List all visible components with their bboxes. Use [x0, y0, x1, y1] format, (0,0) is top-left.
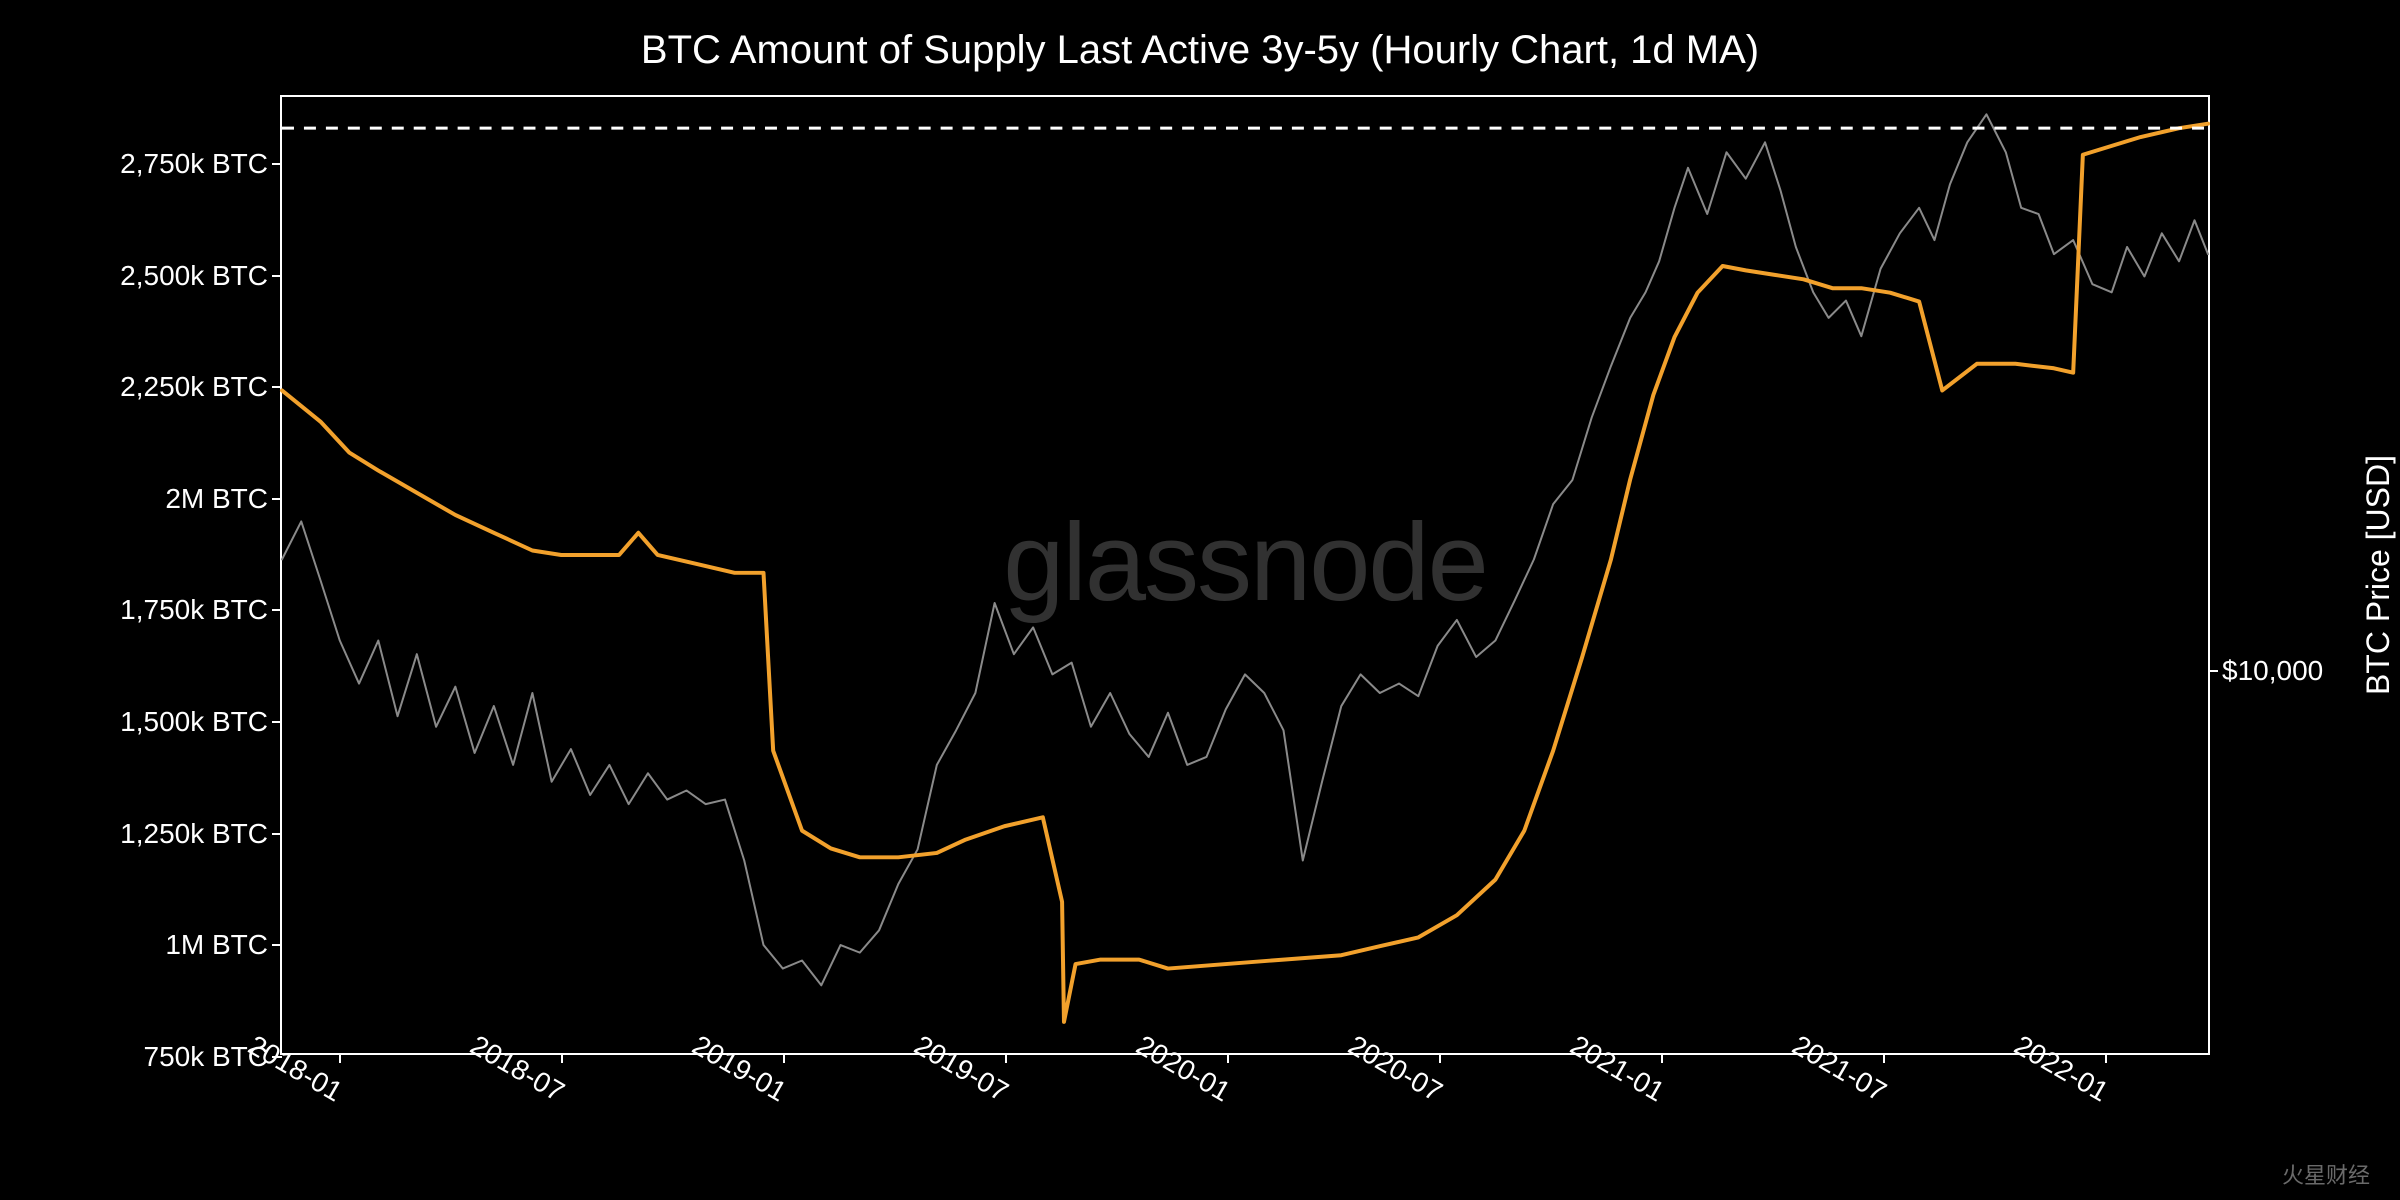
y-left-tick-mark [272, 386, 282, 388]
chart-title: BTC Amount of Supply Last Active 3y-5y (… [641, 28, 1759, 73]
y-left-tick-label: 1,750k BTC [120, 594, 282, 626]
y-left-tick-mark [272, 944, 282, 946]
attribution: 火星财经 [2282, 1158, 2370, 1190]
y-left-tick-label: 2M BTC [165, 483, 282, 515]
x-tick-mark [339, 1053, 341, 1063]
x-tick-mark [2105, 1053, 2107, 1063]
y-left-tick-mark [272, 833, 282, 835]
x-tick-mark [1883, 1053, 1885, 1063]
x-tick-mark [561, 1053, 563, 1063]
x-tick-mark [1005, 1053, 1007, 1063]
plot-area: glassnode 750k BTC1M BTC1,250k BTC1,500k… [280, 95, 2210, 1055]
y-left-tick-mark [272, 163, 282, 165]
y-left-tick-label: 2,250k BTC [120, 371, 282, 403]
x-tick-mark [783, 1053, 785, 1063]
y-left-tick-label: 2,500k BTC [120, 260, 282, 292]
y-left-tick-label: 2,750k BTC [120, 148, 282, 180]
y-left-tick-mark [272, 498, 282, 500]
y-axis-right-label: BTC Price [USD] [2360, 455, 2397, 695]
series-btc_price [282, 114, 2208, 985]
y-left-tick-mark [272, 721, 282, 723]
x-tick-mark [1439, 1053, 1441, 1063]
y-right-tick-mark [2208, 670, 2218, 672]
chart-container: BTC Amount of Supply Last Active 3y-5y (… [0, 0, 2400, 1200]
y-left-tick-label: 1,500k BTC [120, 706, 282, 738]
x-tick-mark [1661, 1053, 1663, 1063]
y-left-tick-mark [272, 609, 282, 611]
y-left-tick-label: 1M BTC [165, 929, 282, 961]
y-right-tick-label: $10,000 [2208, 655, 2323, 687]
series-supply_3y_5y [282, 124, 2208, 1022]
y-left-tick-mark [272, 275, 282, 277]
y-left-tick-label: 1,250k BTC [120, 818, 282, 850]
x-tick-mark [1227, 1053, 1229, 1063]
chart-lines [282, 97, 2208, 1053]
